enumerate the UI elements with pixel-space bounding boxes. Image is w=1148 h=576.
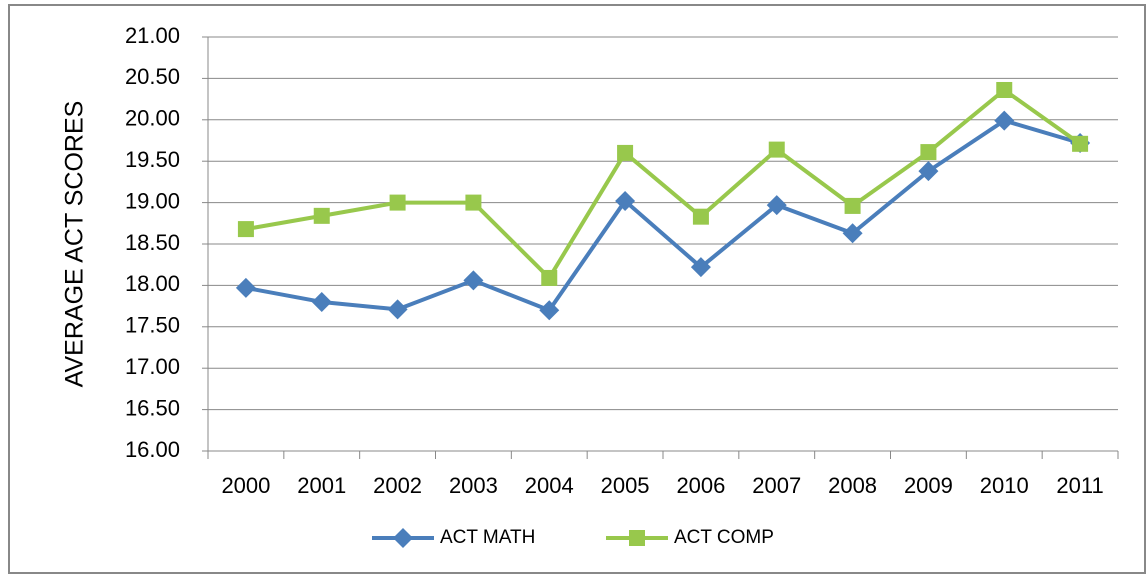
y-tick-label: 19.00: [125, 188, 180, 213]
x-tick-label: 2004: [525, 473, 574, 498]
point: [996, 81, 1013, 98]
point: [690, 257, 711, 278]
x-tick-label: 2003: [449, 473, 498, 498]
y-tick-label: 17.50: [125, 313, 180, 338]
y-tick-label: 17.00: [125, 354, 180, 379]
point: [235, 277, 256, 298]
point: [389, 194, 406, 211]
x-tick-label: 2011: [1056, 473, 1103, 498]
y-tick-label: 16.00: [125, 437, 180, 462]
x-tick-label: 2000: [221, 473, 270, 498]
point: [393, 528, 413, 548]
point: [692, 208, 709, 225]
x-tick-label: 2007: [752, 473, 801, 498]
x-tick-label: 2006: [676, 473, 725, 498]
x-tick-label: 2009: [904, 473, 953, 498]
point: [918, 161, 939, 182]
point: [617, 144, 634, 161]
y-tick-label: 20.00: [125, 106, 180, 131]
series-line: [245, 87, 1082, 280]
y-tick-label: 19.50: [125, 147, 180, 172]
point: [237, 221, 254, 238]
point: [844, 197, 861, 214]
x-tick-label: 2008: [828, 473, 877, 498]
point: [313, 207, 330, 224]
x-tick-label: 2005: [601, 473, 650, 498]
legend-label: ACT MATH: [440, 527, 535, 548]
point: [541, 269, 558, 286]
y-tick-label: 21.00: [125, 23, 180, 48]
point: [463, 270, 484, 291]
point: [1072, 135, 1089, 152]
y-tick-label: 16.50: [125, 395, 180, 420]
point: [768, 141, 785, 158]
chart-border: [8, 4, 1146, 574]
y-axis-title: AVERAGE ACT SCORES: [61, 101, 89, 388]
y-tick-label: 18.00: [125, 271, 180, 296]
legend-label: ACT COMP: [674, 527, 774, 548]
y-tick-label: 20.50: [125, 64, 180, 89]
series-line: [245, 118, 1081, 313]
x-tick-label: 2001: [297, 473, 346, 498]
point: [629, 530, 645, 546]
point: [311, 291, 332, 312]
point: [994, 110, 1015, 131]
point: [387, 299, 408, 320]
point: [539, 300, 560, 321]
point: [465, 194, 482, 211]
y-tick-label: 18.50: [125, 230, 180, 255]
point: [766, 195, 787, 216]
x-tick-label: 2002: [373, 473, 422, 498]
point: [920, 144, 937, 161]
point: [842, 223, 863, 244]
point: [615, 190, 636, 211]
x-tick-label: 2010: [980, 473, 1029, 498]
